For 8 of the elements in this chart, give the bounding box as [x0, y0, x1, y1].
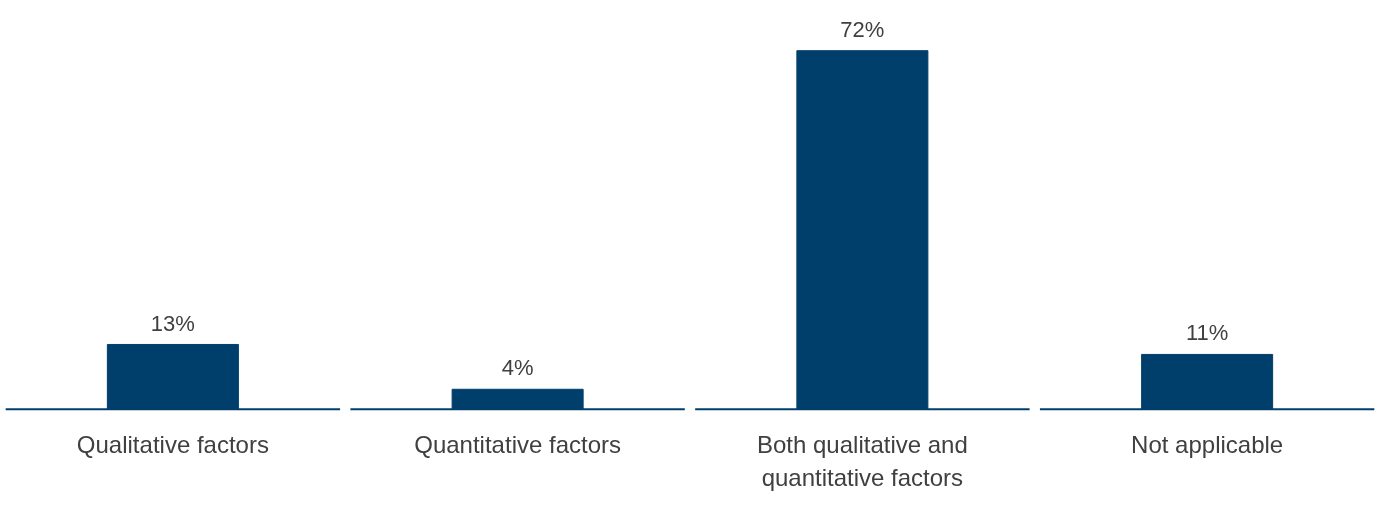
x-tick-label: Not applicable	[1131, 430, 1284, 458]
x-tick-label: Both qualitative and quantitative factors	[756, 430, 968, 492]
data-label: 72%	[840, 16, 885, 42]
x-tick-label: Qualitative factors	[76, 430, 269, 458]
data-label: 4%	[501, 355, 534, 381]
data-label: 13%	[150, 310, 195, 336]
data-label: 11%	[1185, 320, 1229, 346]
x-tick-label: Quantitative factors	[414, 430, 622, 458]
